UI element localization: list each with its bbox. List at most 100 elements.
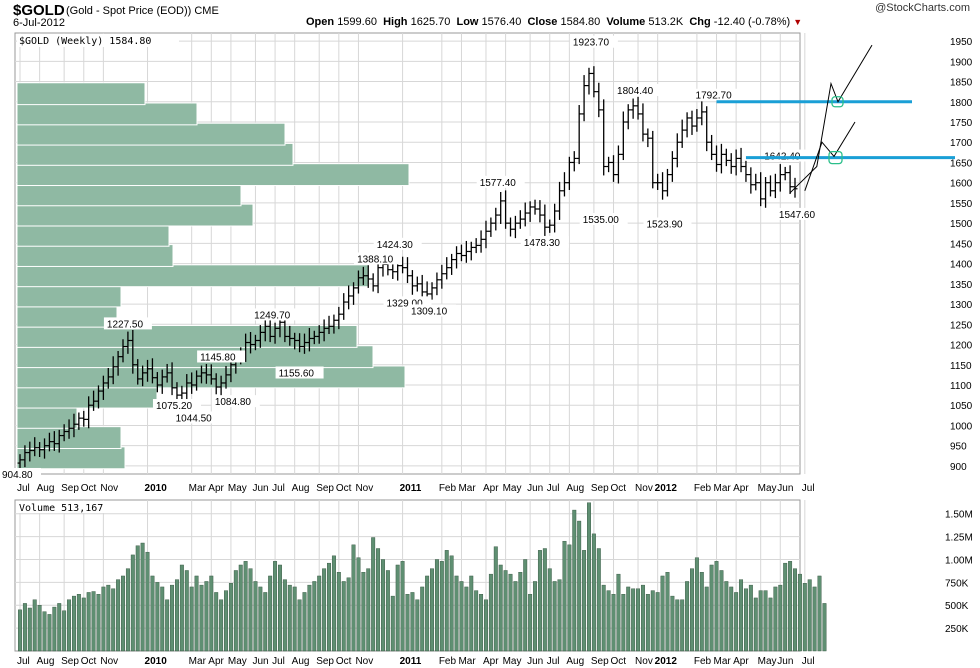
x-tick-label: 2011 [400,483,422,494]
volume-bar [322,568,327,652]
volume-bar [425,575,430,652]
volume-bar [758,590,763,652]
x-tick-label: 2012 [655,656,678,667]
down-arrow-icon: ▼ [793,17,803,27]
volume-bar [488,573,493,652]
volume-bar [542,548,547,652]
volume-bar [184,570,189,652]
x-tick-label: Apr [483,656,499,667]
x-tick-label: Sep [591,483,609,494]
y-tick-label: 1900 [950,57,973,68]
x-tick-label: Oct [336,656,352,667]
volume-bar [204,581,209,652]
volume-bar [439,561,444,652]
volume-bar [18,609,22,652]
x-tick-label: Mar [714,656,732,667]
volume-tick-label: 250K [945,624,969,635]
volume-by-price-bar [16,405,78,429]
volume-bar [317,575,322,652]
volume-label: Volume [606,16,646,28]
volume-tick-label: 1.00M [945,555,973,566]
price-annotation: 1923.70 [573,38,610,49]
volume-bar [459,581,464,652]
volume-bar [76,594,81,652]
volume-bar [174,579,179,652]
volume-bar [822,603,827,652]
volume-bar [694,557,699,652]
volume-bar [503,570,508,652]
x-tick-label: Jul [802,483,815,494]
x-tick-label: Sep [316,483,334,494]
volume-bar [420,586,425,652]
volume-bar [729,586,734,652]
chart-date: 6-Jul-2012 [13,17,65,29]
volume-by-price-bar [16,142,294,166]
price-annotation: 1249.70 [254,310,291,321]
x-tick-label: Aug [37,656,55,667]
volume-bar [797,573,802,652]
volume-bar [106,584,111,652]
annotation-box [579,212,628,225]
volume-value: 513.2K [648,16,684,28]
chart-subtitle: (Gold - Spot Price (EOD)) CME [66,5,219,17]
x-tick-label: Jun [527,656,543,667]
volume-by-price-bar [16,102,198,126]
volume-tick-label: 750K [945,578,969,589]
x-tick-label: Jul [272,483,285,494]
brand-logo[interactable]: @StockCharts.com [875,2,970,14]
volume-bar [194,575,199,652]
annotation-box [692,88,741,101]
volume-bar [454,575,459,652]
annotation-box [0,467,41,480]
x-tick-label: Apr [208,483,224,494]
volume-bar [189,586,194,652]
projection-line-upper [789,44,873,194]
volume-bar [331,555,336,652]
volume-bar [219,599,224,652]
volume-bar [116,579,121,652]
y-tick-label: 1450 [950,239,973,250]
volume-bar [253,581,258,652]
x-tick-label: 2012 [655,483,678,494]
chg-value: -12.40 (-0.78%) [713,16,791,28]
volume-bar [788,561,793,652]
volume-bar [518,572,523,652]
x-tick-label: Jun [777,483,793,494]
volume-bar [390,595,395,652]
volume-bar [601,584,606,652]
volume-by-price-bar [16,284,122,308]
volume-bar [680,599,685,652]
volume-bar [793,568,797,652]
volume-by-price-bar [16,304,118,328]
y-tick-label: 1300 [950,300,973,311]
price-annotation: 1478.30 [524,238,561,249]
volume-bar [32,599,37,652]
price-legend: $GOLD (Weekly) 1584.80 [19,36,151,47]
volume-tick-label: 500K [945,601,969,612]
volume-bar [170,584,175,652]
y-tick-label: 1200 [950,341,973,352]
volume-bar [528,594,533,652]
x-tick-label: Nov [635,656,653,667]
volume-bar [582,550,587,652]
volume-bar [572,509,577,652]
annotation-box [643,217,692,230]
volume-bar [140,542,145,652]
volume-bar [356,557,361,652]
x-tick-label: May [758,483,777,494]
volume-bar [557,579,562,652]
annotation-box [197,350,246,363]
volume-bar [719,570,724,652]
volume-bar [135,545,140,652]
y-tick-label: 1050 [950,401,973,412]
volume-bar [228,583,233,652]
volume-bar [783,562,788,652]
y-tick-label: 950 [950,442,967,453]
volume-bar [631,588,636,652]
x-tick-label: Apr [483,483,499,494]
volume-bar [479,594,484,652]
volume-bar [179,564,184,652]
x-tick-label: Oct [611,483,627,494]
volume-legend: Volume 513,167 [19,503,103,514]
